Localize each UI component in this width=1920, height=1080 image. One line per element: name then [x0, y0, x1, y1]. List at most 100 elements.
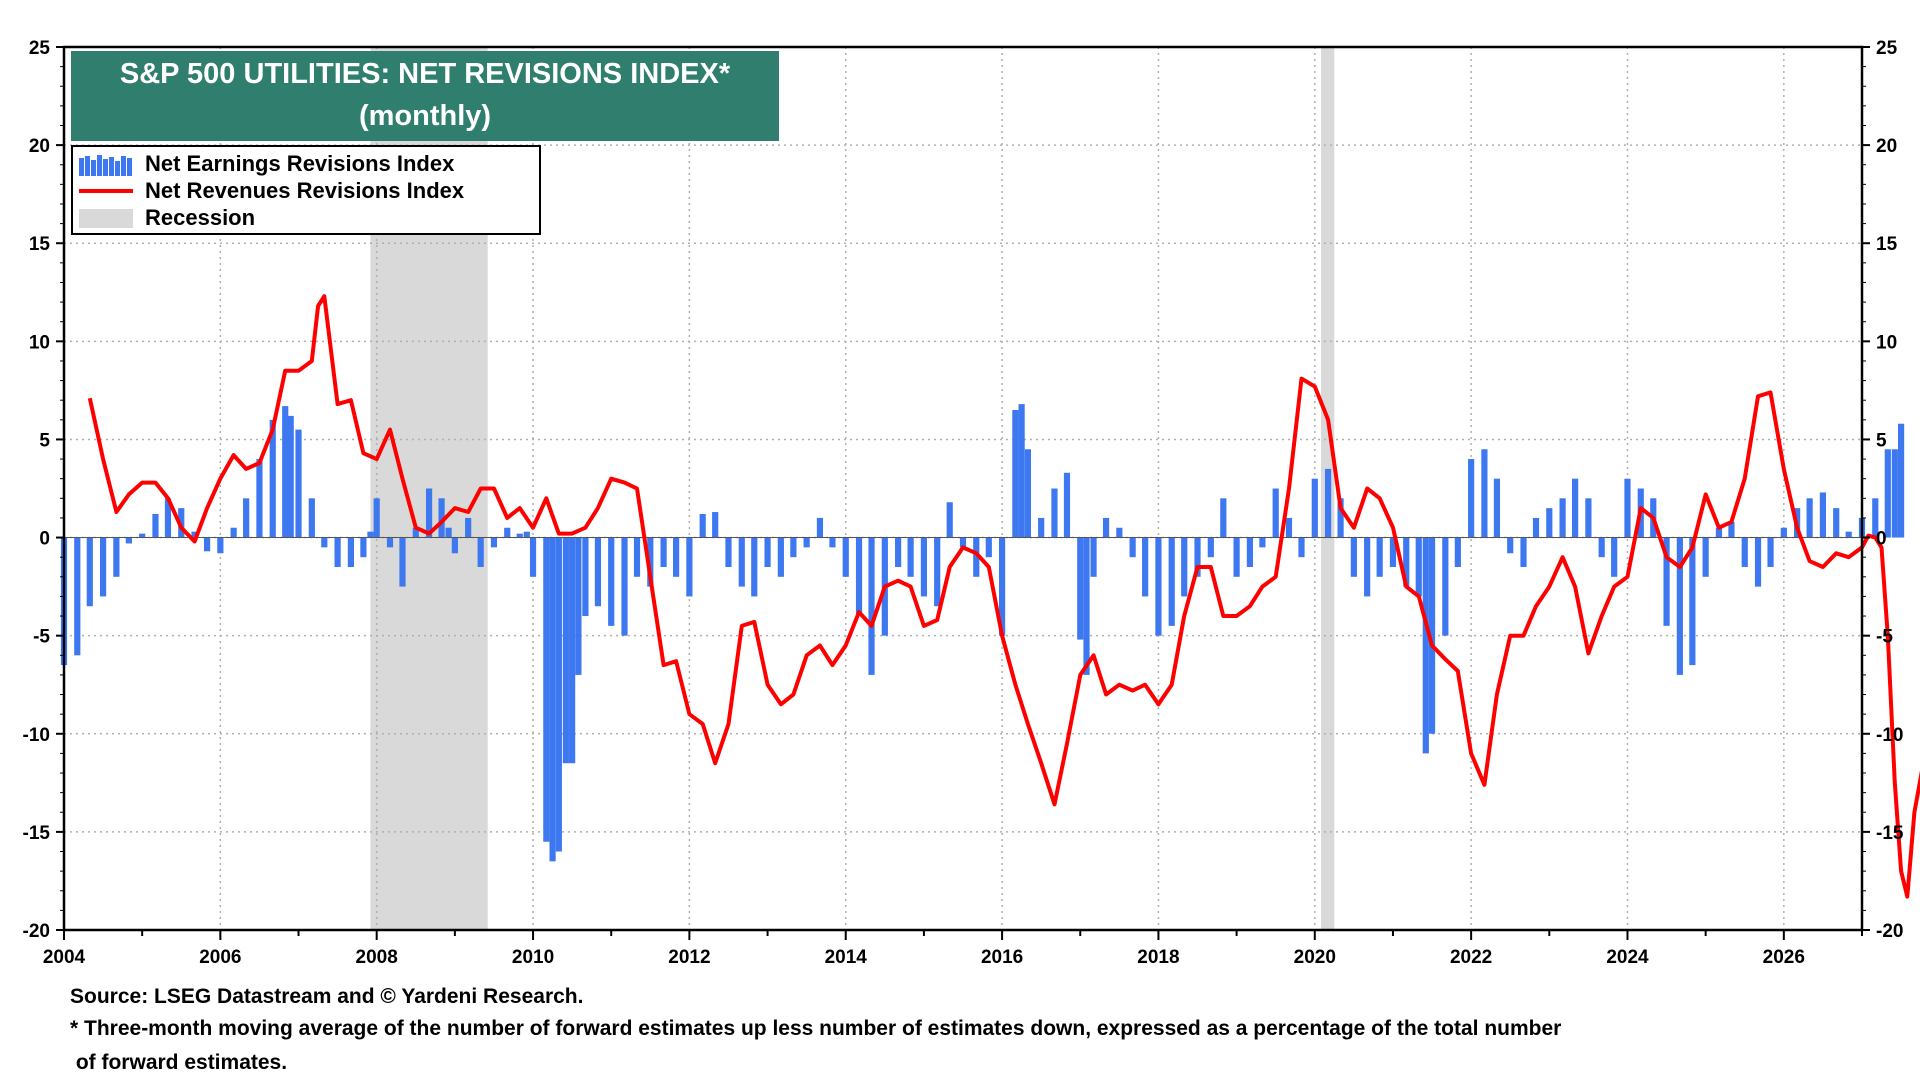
y-tick-label-left: -5: [33, 627, 50, 648]
earnings-bar: [633, 537, 641, 577]
earnings-bar: [399, 537, 406, 587]
y-tick-label-right: 5: [1876, 430, 1887, 451]
y-tick-label-left: -15: [23, 823, 51, 844]
earnings-bar: [582, 537, 589, 617]
earnings-bar: [367, 531, 374, 538]
legend-label-recession: Recession: [145, 205, 256, 230]
legend-label-revenues: Net Revenues Revisions Index: [145, 178, 465, 203]
earnings-bar: [523, 531, 530, 538]
earnings-bar: [829, 537, 836, 548]
earnings-bar: [608, 537, 615, 626]
earnings-bar: [1520, 537, 1527, 567]
plot-frame: [62, 45, 1864, 932]
earnings-bar: [1083, 537, 1090, 675]
earnings-bar: [1324, 468, 1332, 538]
earnings-bar: [855, 537, 863, 617]
y-tick-label-left: 5: [39, 430, 50, 451]
earnings-bar: [1181, 537, 1188, 597]
y-tick-label-right: -10: [1876, 725, 1903, 746]
earnings-bar: [529, 537, 537, 577]
earnings-bar: [1559, 498, 1566, 538]
x-tick-label: 2004: [43, 947, 86, 968]
earnings-bar: [985, 537, 992, 558]
earnings-bar: [445, 527, 452, 538]
earnings-bar: [321, 537, 328, 548]
earnings-bar: [998, 537, 1006, 636]
legend-item-revenues: Net Revenues Revisions Index: [79, 178, 464, 204]
earnings-bar: [451, 537, 458, 554]
y-tick-label-left: 10: [29, 332, 50, 353]
earnings-bar: [699, 514, 706, 538]
earnings-bar: [243, 498, 250, 538]
earnings-bar: [287, 415, 294, 538]
earnings-bar: [347, 537, 354, 567]
y-tick-label-right: 25: [1876, 38, 1898, 59]
earnings-bar: [1090, 537, 1097, 577]
y-tick-label-left: 20: [29, 136, 50, 157]
x-tick-label: 2022: [1450, 947, 1492, 968]
earnings-bar: [1233, 537, 1240, 577]
earnings-bar: [1220, 498, 1227, 538]
earnings-bar: [217, 537, 224, 554]
earnings-bar: [438, 498, 445, 538]
legend-item-recession: Recession: [79, 205, 255, 231]
y-tick-label-right: 15: [1876, 234, 1898, 255]
earnings-bar: [1337, 498, 1344, 538]
earnings-bar: [594, 537, 602, 607]
earnings-bar: [1194, 537, 1201, 577]
footnote-line-2: of forward estimates.: [70, 1051, 288, 1074]
earnings-bar: [1422, 537, 1429, 754]
earnings-bar: [373, 498, 380, 538]
earnings-bar: [386, 537, 394, 548]
earnings-bar: [1598, 537, 1605, 558]
earnings-bar: [139, 533, 146, 538]
earnings-bar: [74, 537, 81, 656]
earnings-bar: [164, 498, 172, 538]
earnings-bar: [1884, 449, 1891, 538]
revenues-line: [87, 294, 1920, 899]
earnings-bar: [1481, 449, 1488, 538]
y-tick-label-left: -10: [23, 725, 50, 746]
earnings-bar: [99, 537, 107, 597]
earnings-bar: [1018, 404, 1025, 538]
x-tick-label: 2018: [1137, 947, 1179, 968]
earnings-bar: [1024, 449, 1031, 538]
earnings-bar: [334, 537, 341, 567]
legend-bar-swatch: [79, 155, 132, 176]
earnings-bar: [1142, 537, 1149, 597]
y-tick-label-left: 25: [29, 38, 51, 59]
earnings-bar: [1897, 423, 1905, 538]
earnings-bar: [465, 517, 472, 538]
earnings-bar: [1116, 527, 1123, 538]
earnings-bar: [1063, 472, 1071, 538]
earnings-bar: [1546, 508, 1553, 538]
chart-title: S&P 500 UTILITIES: NET REVISIONS INDEX*: [119, 58, 731, 90]
earnings-bar: [477, 537, 484, 567]
earnings-bar: [868, 537, 875, 675]
x-tick-label: 2020: [1294, 947, 1336, 968]
earnings-bar: [1207, 537, 1214, 558]
earnings-bar: [920, 537, 928, 597]
y-tick-label-left: 0: [39, 529, 50, 550]
earnings-bar: [543, 537, 550, 842]
earnings-bar: [282, 406, 289, 538]
earnings-bar: [125, 537, 132, 544]
earnings-bar: [308, 498, 315, 538]
earnings-bar: [86, 537, 93, 607]
earnings-bar: [1833, 508, 1840, 538]
earnings-bar: [1702, 537, 1709, 577]
earnings-bar: [562, 537, 569, 764]
earnings-bar: [1155, 537, 1162, 636]
earnings-bar: [1364, 537, 1371, 597]
earnings-bar: [816, 517, 824, 538]
earnings-bar: [1676, 537, 1683, 675]
earnings-bar: [269, 419, 276, 538]
earnings-bar: [1741, 537, 1748, 567]
legend-item-earnings: Net Earnings Revisions Index: [79, 151, 454, 177]
earnings-bar: [959, 537, 967, 548]
x-tick-label: 2026: [1763, 947, 1805, 968]
earnings-bar: [549, 537, 556, 862]
x-tick-label: 2006: [199, 947, 241, 968]
earnings-bar: [777, 537, 784, 577]
